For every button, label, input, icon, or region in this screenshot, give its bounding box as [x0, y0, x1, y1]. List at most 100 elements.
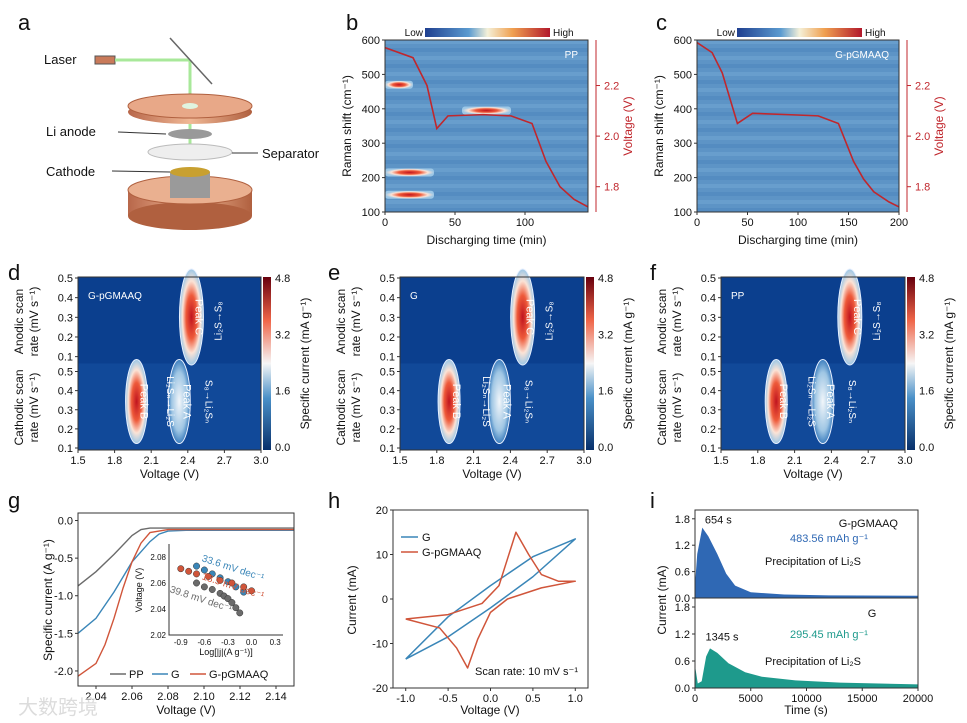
colorbar-high-label: High — [553, 28, 574, 39]
inset-point — [200, 566, 208, 574]
heatmap-row — [697, 112, 899, 116]
colorbar-tick-label: 1.6 — [275, 386, 290, 398]
series-line-G — [77, 529, 294, 634]
y-axis-label-anodic: Anodic scan — [655, 289, 669, 354]
heatmap-row — [697, 88, 899, 92]
inset-point — [232, 604, 240, 612]
x-tick-label: 2.4 — [824, 455, 839, 467]
x-tick-label: 10000 — [791, 693, 822, 705]
sample-label: G — [410, 291, 418, 302]
peak-region — [811, 359, 835, 444]
y-tick-label: 100 — [674, 207, 692, 219]
plot-frame — [399, 276, 585, 451]
peak-region — [510, 268, 536, 366]
x-tick-label: 15000 — [847, 693, 878, 705]
x-tick-label: 1.8 — [107, 455, 122, 467]
y-axis-label-cathodic: Cathodic scan — [12, 369, 26, 445]
colorbar-tick-label: 0.0 — [598, 442, 613, 454]
panel-letter-c: c — [656, 10, 667, 35]
peak-time-label: 654 s — [705, 515, 732, 527]
heatmap-row — [697, 72, 899, 76]
heatmap-row — [697, 184, 899, 188]
peak-label: Peak C — [851, 299, 863, 335]
inset-point — [193, 570, 200, 578]
panel-letter-b: b — [346, 10, 358, 35]
inset-point — [228, 599, 236, 606]
peak-label: Peak C — [192, 299, 204, 335]
li-anode-leader — [117, 131, 167, 135]
cathode-leader — [111, 170, 171, 173]
cathode-disc — [170, 167, 210, 177]
y-axis-label-cathodic: Cathodic scan — [655, 369, 669, 445]
colorbar-tick-label: 3.2 — [598, 329, 613, 341]
series-line-PP — [77, 527, 294, 587]
panel-letter-d: d — [8, 260, 20, 285]
sample-label: G-pGMAAQ — [88, 291, 142, 302]
y-tick-label: 1.8 — [675, 514, 690, 526]
inset-y-tick-label: 2.08 — [150, 553, 166, 562]
plot-frame — [720, 276, 906, 451]
y-axis-label-anodic-units: rate (mV s⁻¹) — [670, 287, 684, 357]
x-tick-label: 1.5 — [70, 455, 85, 467]
y-tick-label: 0.5 — [58, 367, 73, 379]
li-anode-disc — [168, 129, 212, 139]
y-tick-label: 200 — [674, 173, 692, 185]
voltage-curve — [384, 46, 589, 208]
heatmap-row — [697, 152, 899, 156]
x-tick-label: 100 — [789, 217, 807, 229]
peak-label: Peak B — [777, 384, 789, 419]
x-tick-label: 0.0 — [483, 693, 498, 705]
y-axis-label-anodic-units: rate (mV s⁻¹) — [349, 287, 363, 357]
heatmap-row — [385, 176, 588, 180]
capacity-label: 295.45 mAh g⁻¹ — [790, 629, 868, 641]
mirror — [169, 37, 213, 85]
capacity-label: 483.56 mAh g⁻¹ — [790, 533, 868, 545]
legend-label: G-pGMAAQ — [209, 669, 269, 681]
sample-label: G — [868, 608, 877, 620]
heatmap-row — [697, 96, 899, 100]
x-tick-label: 2.1 — [144, 455, 159, 467]
y-tick-label: 400 — [674, 104, 692, 116]
y-tick-label: 0.2 — [701, 424, 716, 436]
scan-rate-annotation: Scan rate: 10 mV s⁻¹ — [475, 666, 578, 678]
inset-y-tick-label: 2.04 — [150, 605, 166, 614]
x-axis-label: Voltage (V) — [462, 467, 521, 481]
x-tick-label: 1.5 — [392, 455, 407, 467]
raman-band — [385, 80, 413, 89]
y-tick-label: 0.6 — [675, 567, 690, 579]
y-tick-label: 0.5 — [58, 273, 73, 285]
y-tick-label: 500 — [362, 69, 380, 81]
inset-x-tick-label: -0.9 — [174, 638, 188, 647]
y-tick-label: 0.1 — [701, 443, 716, 455]
heatmap-row — [697, 56, 899, 60]
y-tick-label: 500 — [674, 69, 692, 81]
panel-letter-i: i — [650, 488, 655, 513]
y-tick-label: 0.5 — [380, 367, 395, 379]
plot-frame — [384, 39, 589, 213]
x-tick-label: 2.4 — [180, 455, 195, 467]
x-axis-label: Voltage (V) — [156, 703, 215, 717]
y-tick-label: 0.5 — [380, 273, 395, 285]
y-axis-label: Raman shift (cm⁻¹) — [652, 75, 666, 177]
heatmap-row — [385, 72, 588, 76]
voltage-curve — [696, 41, 900, 208]
y2-tick-label: 2.2 — [915, 81, 930, 93]
x-tick-label: 1.8 — [429, 455, 444, 467]
y-axis-label-cathodic-units: rate (mV s⁻¹) — [670, 373, 684, 443]
heatmap-row — [697, 40, 899, 44]
x-tick-label: 3.0 — [253, 455, 268, 467]
y-tick-label: 0 — [382, 594, 388, 606]
x-tick-label: 100 — [516, 217, 534, 229]
inset-y-tick-label: 2.06 — [150, 579, 166, 588]
inset-point — [185, 567, 193, 575]
colorbar-label: Specific current (mA g⁻¹) — [942, 298, 956, 430]
y2-axis-label: Voltage (V) — [621, 96, 635, 155]
heatmap-row — [697, 192, 899, 196]
y-axis-label-anodic: Anodic scan — [334, 289, 348, 354]
colorbar-tick-label: 3.2 — [919, 329, 934, 341]
reaction-label: S₈→Li₂Sₙ — [846, 380, 857, 423]
y-tick-label: 100 — [362, 207, 380, 219]
colorbar-label: Specific current (mA g⁻¹) — [621, 298, 635, 430]
inset-point — [177, 565, 185, 573]
x-tick-label: -1.0 — [396, 693, 415, 705]
